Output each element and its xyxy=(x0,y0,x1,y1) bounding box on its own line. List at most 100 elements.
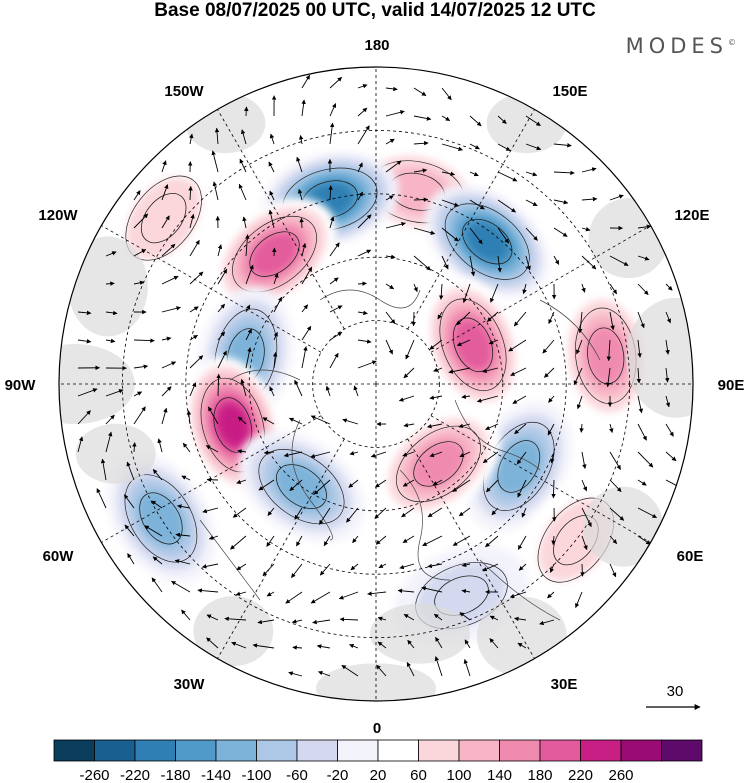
wind-vector xyxy=(637,311,645,329)
wind-vector xyxy=(100,458,107,481)
wind-vector xyxy=(132,442,137,453)
colorbar-tick-label: 20 xyxy=(370,767,387,783)
wind-vector xyxy=(175,532,191,538)
wind-vector xyxy=(609,563,617,578)
wind-vector xyxy=(413,227,436,235)
meridian-210 xyxy=(209,95,345,330)
wind-vector xyxy=(441,143,463,151)
wind-vector xyxy=(413,168,428,173)
wind-vector xyxy=(489,638,499,649)
wind-vector xyxy=(181,475,191,481)
lon-label-120w: 120W xyxy=(38,207,78,224)
meridian-240 xyxy=(87,217,322,353)
wind-vector xyxy=(346,507,359,523)
wind-vector xyxy=(161,407,168,425)
wind-vector xyxy=(665,339,670,355)
colorbar-tick-label: -260 xyxy=(79,767,109,783)
wind-vector xyxy=(161,215,170,229)
wind-vector xyxy=(292,645,303,650)
lon-label-150w: 150W xyxy=(164,83,204,100)
wind-vector xyxy=(339,617,359,622)
wind-vector xyxy=(206,637,219,649)
wind-vector xyxy=(441,255,449,270)
colorbar-swatch-3 xyxy=(175,739,217,762)
wind-vector xyxy=(273,296,283,313)
wind-vector xyxy=(124,524,135,537)
wind-vector xyxy=(553,255,560,265)
wind-vector xyxy=(452,479,471,492)
wind-vector xyxy=(441,199,459,207)
modes-logo: MODES© xyxy=(626,34,736,58)
wind-vector xyxy=(469,171,479,177)
wind-vector xyxy=(296,156,303,173)
wind-vector xyxy=(257,619,275,625)
wind-vector xyxy=(606,339,612,362)
wind-vector xyxy=(486,311,499,322)
wind-vector xyxy=(105,251,117,257)
wind-vector xyxy=(357,281,367,286)
wind-vector xyxy=(205,445,219,453)
wind-vector xyxy=(217,244,223,257)
wind-vector xyxy=(208,406,219,425)
wind-vector xyxy=(174,559,191,565)
wind-vector xyxy=(201,563,219,569)
coastline-4 xyxy=(229,369,301,381)
wind-vector xyxy=(329,352,339,369)
wind-vector xyxy=(459,451,471,458)
wind-vector xyxy=(105,431,113,453)
wind-vector xyxy=(525,227,538,241)
wind-vector xyxy=(283,451,303,458)
colorbar-swatch-6 xyxy=(296,739,338,762)
wind-vector xyxy=(441,87,452,101)
wind-vector xyxy=(161,361,177,369)
wind-vector xyxy=(328,185,333,201)
wind-vector xyxy=(133,190,141,201)
wind-vector xyxy=(512,395,527,404)
wind-vector xyxy=(133,249,147,257)
contour-line xyxy=(276,464,327,509)
wind-vector xyxy=(269,190,275,201)
wind-vector xyxy=(211,150,219,173)
wind-vector xyxy=(509,591,527,599)
wind-vector xyxy=(133,406,146,425)
reference-vector-label: 30 xyxy=(667,683,684,700)
wind-vector xyxy=(105,389,124,397)
wind-vector xyxy=(105,310,118,316)
wind-vector xyxy=(77,339,92,344)
wind-vector xyxy=(133,280,145,285)
wind-vector xyxy=(406,662,415,677)
wind-vector xyxy=(224,616,247,622)
wind-vector xyxy=(609,535,618,544)
wind-vector xyxy=(310,451,331,459)
wind-vector xyxy=(609,479,622,493)
wind-vector xyxy=(553,199,569,205)
wind-vector xyxy=(161,275,179,285)
wind-vector xyxy=(318,670,331,677)
wind-vector xyxy=(77,388,98,397)
wind-vector xyxy=(548,311,555,325)
wind-vector xyxy=(181,609,191,621)
wind-vector xyxy=(189,306,199,313)
wind-vector xyxy=(289,417,303,425)
meridian-30 xyxy=(407,438,543,673)
wind-vector xyxy=(323,535,331,547)
lon-label-180: 180 xyxy=(364,37,389,54)
wind-vector xyxy=(298,134,304,145)
wind-vector xyxy=(551,535,556,546)
wind-vector xyxy=(377,641,387,649)
land-area-9 xyxy=(185,93,266,154)
contour-line xyxy=(462,218,513,265)
wind-vector xyxy=(402,479,415,487)
wind-vector xyxy=(469,115,482,127)
wind-vector xyxy=(429,339,443,350)
lon-label-150e: 150E xyxy=(552,83,587,100)
wind-vector xyxy=(245,304,251,313)
wind-vector xyxy=(312,619,331,625)
wind-vector xyxy=(581,507,592,528)
wind-vector xyxy=(579,423,584,433)
wind-vector xyxy=(553,143,572,148)
wind-vector xyxy=(462,283,471,303)
wind-vector xyxy=(385,195,394,201)
wind-vector xyxy=(329,331,343,341)
wind-vector xyxy=(273,272,279,285)
